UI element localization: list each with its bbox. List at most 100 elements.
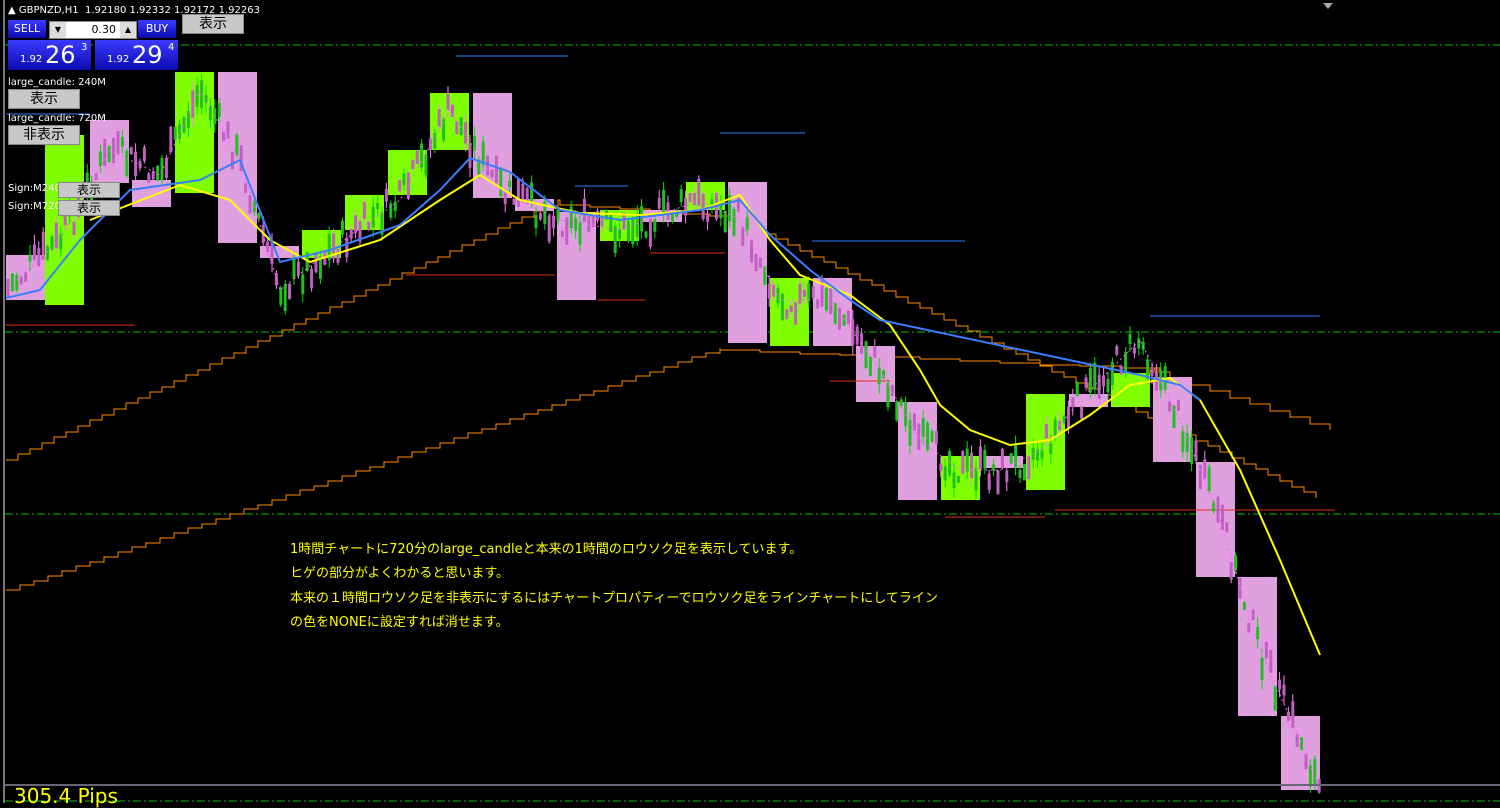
h1-candle [450,104,454,117]
h1-candle [226,121,230,139]
h1-candle [1194,440,1198,461]
h1-candle [829,286,833,315]
h1-candle [1203,459,1207,479]
h1-candle [1168,401,1172,412]
show-button-top[interactable]: 表示 [182,14,244,34]
sell-price[interactable]: 1.92 26 3 [8,40,91,70]
large-candle-bear [898,402,937,500]
h1-candle [1242,601,1246,610]
h1-candle [842,314,846,326]
h1-candle [151,171,155,180]
h1-candle [811,286,815,298]
h1-candle [1172,405,1176,428]
h1-candle [486,155,490,176]
h1-candle [112,137,116,164]
h1-candle [367,221,371,230]
collapse-icon[interactable]: ▲ [8,5,16,16]
h1-candle [706,214,710,222]
h1-candle [1229,562,1233,580]
h1-candle [472,135,476,151]
h1-candle [371,206,375,228]
h1-candle [882,370,886,378]
lc720-toggle-button[interactable]: 非表示 [8,125,80,145]
h1-candle [283,284,287,311]
h1-candle [230,151,234,170]
sign240-label: Sign:M240 [8,183,61,194]
h1-candle [939,463,943,471]
indicator-separator[interactable] [5,784,1500,786]
h1-candle [1022,464,1026,481]
h1-candle [552,215,556,229]
h1-candle [508,180,512,187]
h1-candle [582,198,586,223]
shift-marker-icon[interactable] [1323,3,1333,9]
window-border [3,0,5,803]
h1-candle [424,154,428,176]
lc720-label: large_candle: 720M [8,113,106,124]
h1-candle [217,103,221,118]
pips-readout: 305.4 Pips [14,784,118,808]
h1-candle [723,210,727,233]
h1-candle [50,236,54,250]
h1-candle [794,302,798,325]
h1-candle [1220,504,1224,530]
h1-candle [754,254,758,272]
h1-candle [530,182,534,201]
h1-candle [978,446,982,469]
buy-price[interactable]: 1.92 29 4 [95,40,178,70]
h1-candle [1256,626,1260,639]
stair-line-slow [6,348,1331,591]
sign720-button[interactable]: 表示 [58,200,120,216]
h1-candle [1097,374,1101,400]
h1-candle [868,356,872,377]
h1-candle [807,283,811,302]
h1-candle [1049,443,1053,454]
h1-candle [961,451,965,474]
lot-input[interactable]: 0.30 [91,23,117,36]
large-candle-bear [218,72,257,243]
h1-candle [296,261,300,276]
sell-price-big: 26 [45,41,76,69]
moving-average-slow [5,156,1201,401]
h1-candle [983,450,987,469]
h1-candle [1062,416,1066,423]
h1-candle [785,309,789,320]
h1-candle [437,109,441,127]
h1-candle [1234,555,1238,571]
h1-candle [684,198,688,216]
h1-candle [763,266,767,285]
h1-candle [1132,347,1136,354]
h1-candle [446,93,450,110]
large-candle-bull [175,72,214,193]
h1-candle [442,119,446,141]
h1-candle [521,183,525,203]
h1-candle [948,451,952,476]
h1-candle [1128,333,1132,344]
h1-candle [618,229,622,239]
sign240-button[interactable]: 表示 [58,182,120,198]
buy-button[interactable]: BUY [138,20,176,38]
h1-candle [477,159,481,175]
lot-decrease-icon[interactable]: ▼ [50,22,66,38]
h1-candle [1238,577,1242,599]
h1-candle [851,319,855,346]
lot-increase-icon[interactable]: ▲ [120,22,136,38]
lc240-toggle-button[interactable]: 表示 [8,89,80,109]
moving-average-fast [89,173,1321,656]
h1-candle [987,473,991,490]
h1-candle [257,212,261,220]
h1-candle [1185,433,1189,452]
h1-candle [1260,657,1264,681]
h1-candle [904,402,908,427]
h1-candle [644,231,648,238]
h1-candle [398,179,402,192]
h1-candle [789,305,793,313]
h1-candle [349,229,353,239]
sell-button[interactable]: SELL [8,20,46,38]
h1-candle [200,80,204,109]
h1-candle [1071,397,1075,408]
h1-candle [1146,359,1150,380]
lot-stepper[interactable]: ▼ 0.30 ▲ [49,21,137,39]
h1-candle [1106,378,1110,393]
